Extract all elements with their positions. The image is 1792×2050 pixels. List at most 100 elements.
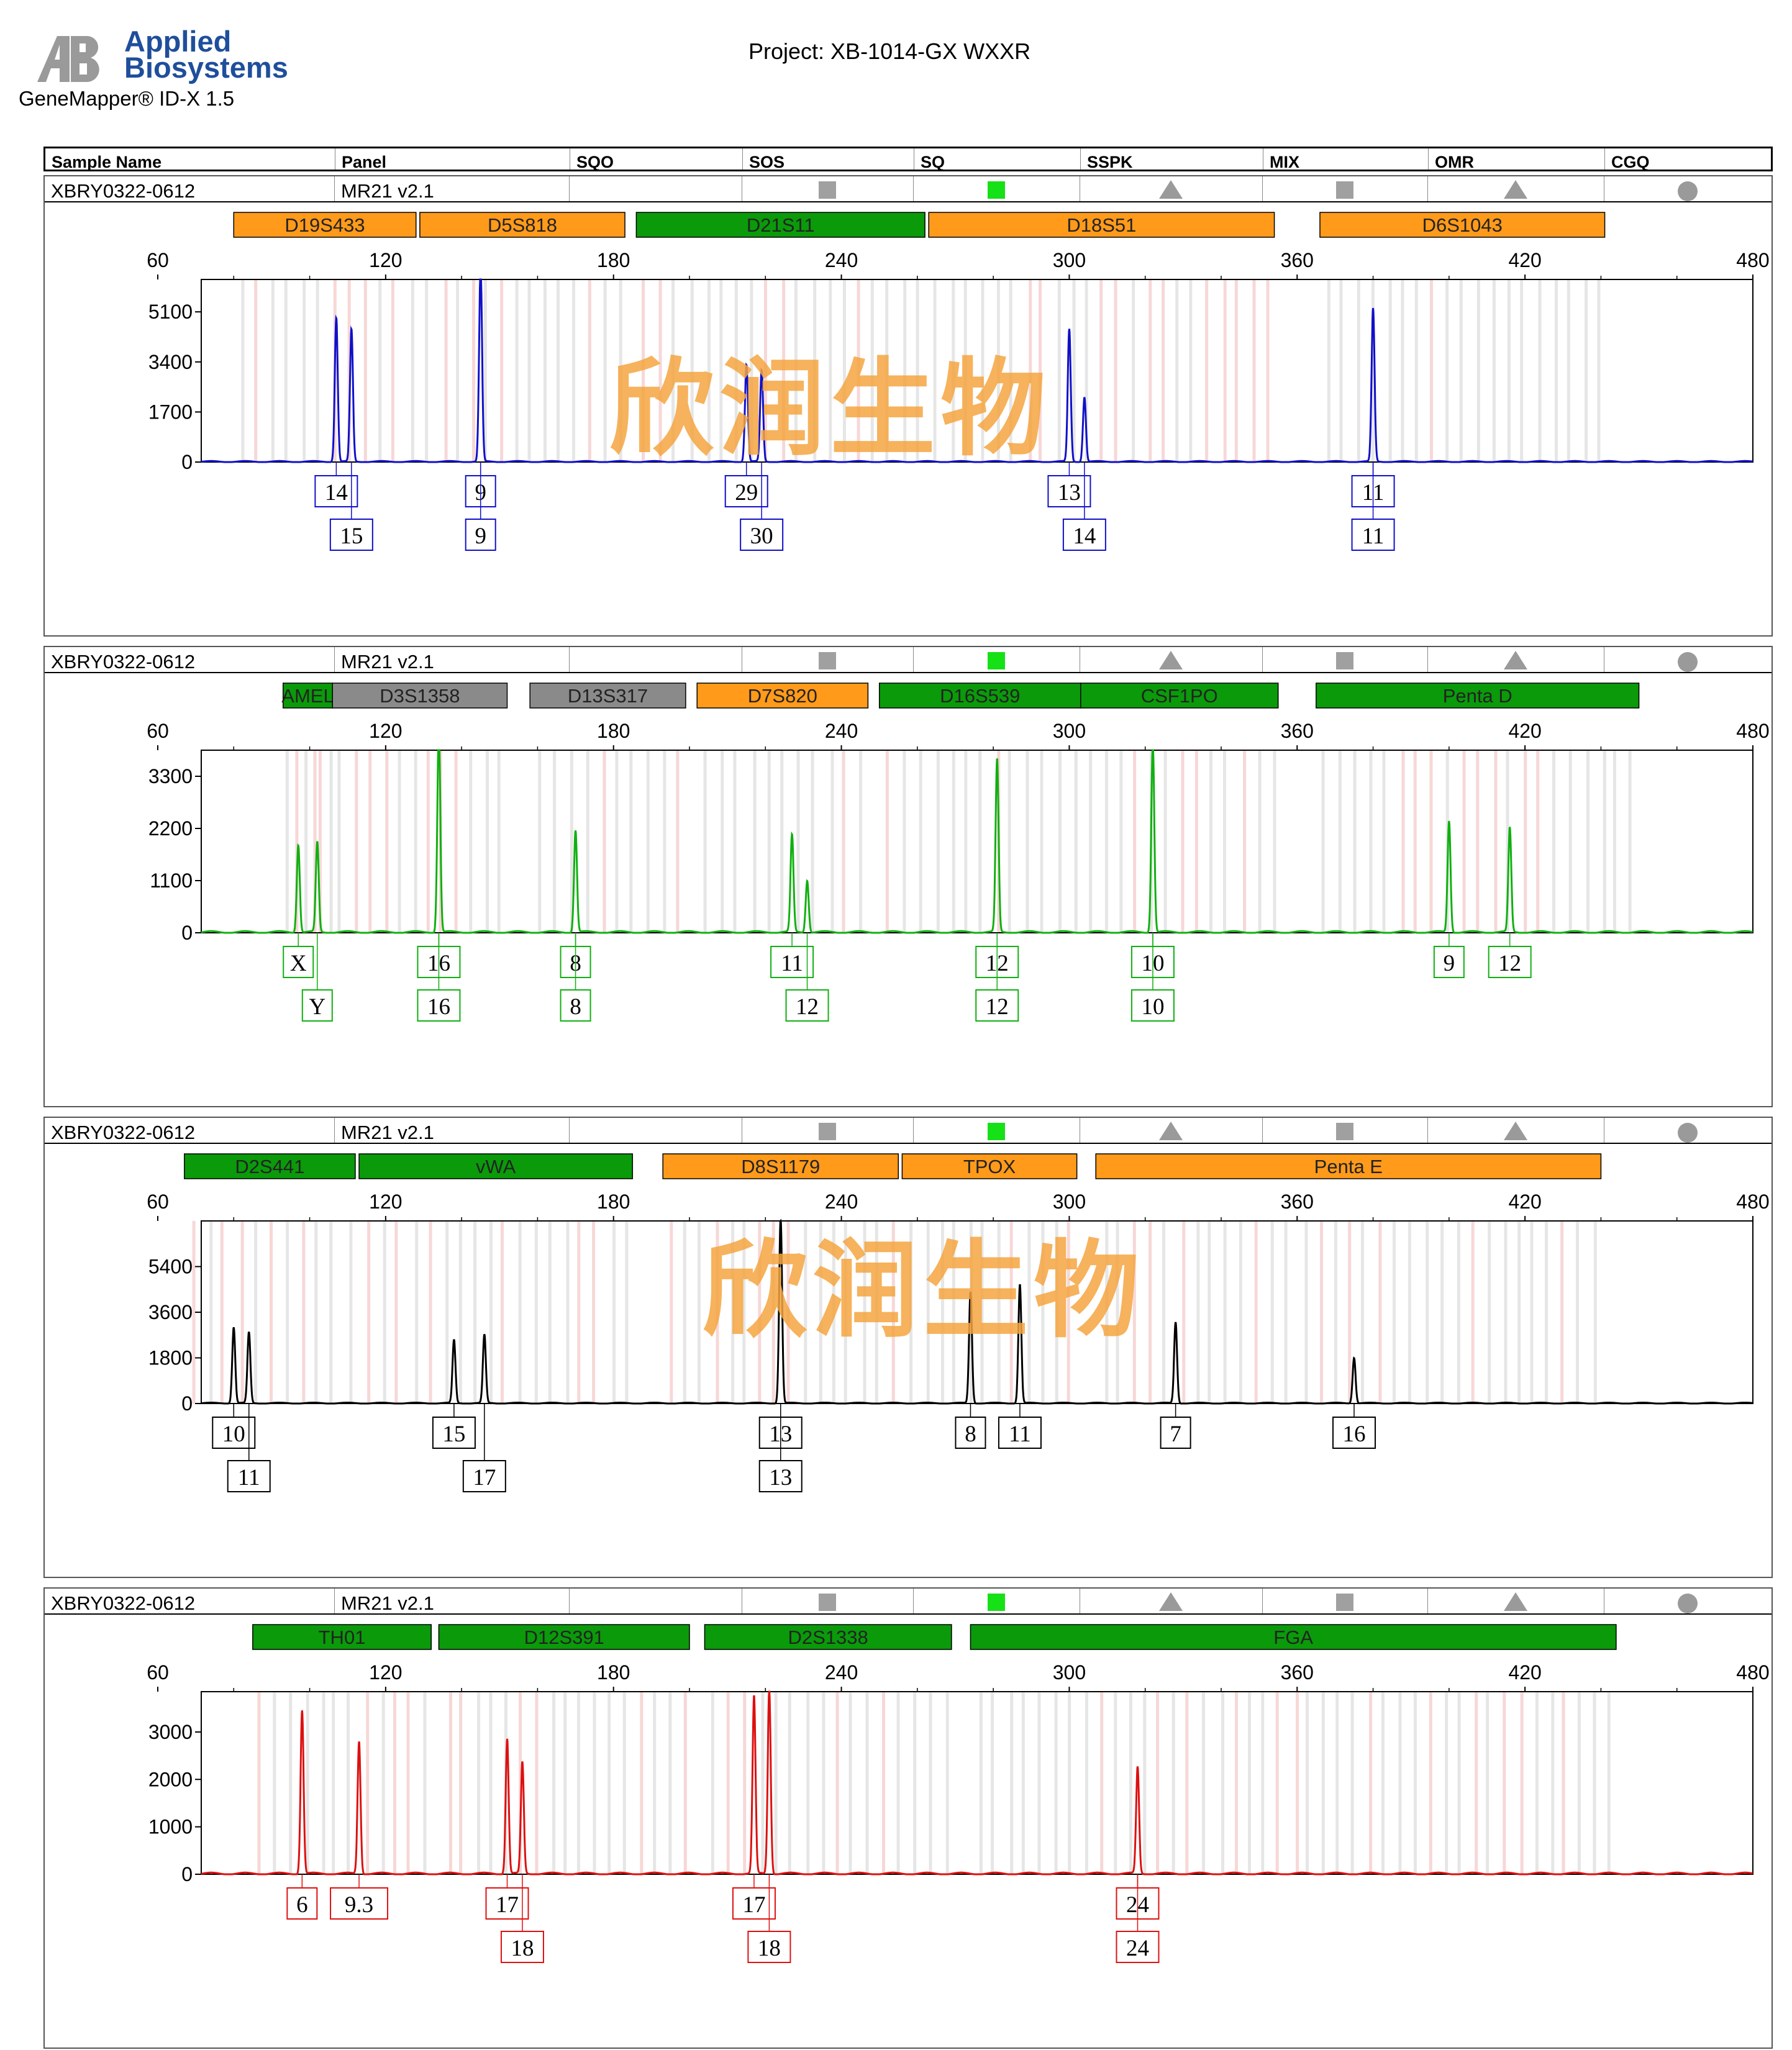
qc-sspk-triangle-icon[interactable] — [1159, 651, 1183, 669]
marker-d6s1043[interactable]: D6S1043 — [1319, 212, 1606, 238]
marker-fga[interactable]: FGA — [970, 1624, 1617, 1650]
allele-call-label[interactable]: X — [283, 933, 314, 978]
marker-tpox[interactable]: TPOX — [901, 1153, 1078, 1179]
qc-sspk-triangle-icon[interactable] — [1159, 1592, 1183, 1611]
qc-sq-square-icon[interactable] — [988, 652, 1005, 669]
bin-stripe — [1492, 279, 1496, 462]
qc-cgq-circle-icon[interactable] — [1678, 652, 1698, 672]
marker-th01[interactable]: TH01 — [252, 1624, 432, 1650]
col-omr[interactable]: OMR — [1428, 148, 1604, 171]
bin-stripe — [1114, 1692, 1117, 1874]
allele-call-label[interactable]: 11 — [770, 933, 814, 978]
bin-stripe — [349, 1221, 353, 1404]
marker-amel[interactable]: AMEL — [281, 683, 334, 709]
qc-mix-square-icon[interactable] — [1336, 652, 1353, 669]
qc-mix-square-icon[interactable] — [1336, 1594, 1353, 1611]
allele-call-label[interactable]: 11 — [227, 1404, 271, 1492]
bin-stripe — [750, 279, 753, 462]
qc-sq-square-icon[interactable] — [988, 1123, 1005, 1140]
marker-csf1po[interactable]: CSF1PO — [1080, 683, 1279, 709]
marker-d19s433[interactable]: D19S433 — [233, 212, 417, 238]
allele-call-label[interactable]: 11 — [998, 1404, 1042, 1449]
allele-call-label[interactable]: 13 — [1047, 462, 1091, 507]
allele-call-label[interactable]: 18 — [500, 1874, 544, 1963]
allele-call-label[interactable]: 12 — [1488, 933, 1532, 978]
qc-sos-square-icon[interactable] — [819, 181, 836, 199]
sample-info-row[interactable]: XBRY0322-0612 MR21 v2.1 — [45, 176, 1772, 202]
allele-call-label[interactable]: 14 — [314, 462, 358, 507]
allele-call-label[interactable]: Y — [301, 933, 333, 1022]
allele-call-label[interactable]: 6 — [286, 1874, 318, 1920]
marker-d13s317[interactable]: D13S317 — [529, 683, 686, 709]
allele-call-label[interactable]: 14 — [1062, 462, 1106, 551]
allele-call-label[interactable]: 18 — [747, 1874, 791, 1963]
allele-call-label[interactable]: 29 — [724, 462, 768, 507]
allele-call-label[interactable]: 12 — [785, 933, 829, 1022]
marker-d2s1338[interactable]: D2S1338 — [704, 1624, 952, 1650]
sample-info-row[interactable]: XBRY0322-0612 MR21 v2.1 — [45, 647, 1772, 673]
marker-d8s1179[interactable]: D8S1179 — [662, 1153, 899, 1179]
qc-omr-triangle-icon[interactable] — [1504, 651, 1527, 669]
allele-call-label[interactable]: 9 — [465, 462, 496, 551]
qc-sos-square-icon[interactable] — [819, 1123, 836, 1140]
allele-call-label[interactable]: 8 — [955, 1404, 986, 1449]
marker-d18s51[interactable]: D18S51 — [928, 212, 1275, 238]
qc-omr-triangle-icon[interactable] — [1504, 1592, 1527, 1611]
col-sos[interactable]: SOS — [742, 148, 914, 171]
qc-sq-square-icon[interactable] — [988, 1594, 1005, 1611]
allele-call-label[interactable]: 7 — [1160, 1404, 1191, 1449]
qc-cgq-circle-icon[interactable] — [1678, 1594, 1698, 1613]
allele-call-label[interactable]: 15 — [432, 1404, 476, 1449]
col-sq[interactable]: SQ — [914, 148, 1080, 171]
sample-info-row[interactable]: XBRY0322-0612 MR21 v2.1 — [45, 1589, 1772, 1615]
marker-d7s820[interactable]: D7S820 — [696, 683, 869, 709]
qc-mix-square-icon[interactable] — [1336, 181, 1353, 199]
marker-d21s11[interactable]: D21S11 — [635, 212, 926, 238]
col-cgq[interactable]: CGQ — [1604, 148, 1772, 171]
col-sspk[interactable]: SSPK — [1080, 148, 1263, 171]
bin-stripe — [913, 1692, 917, 1874]
sample-info-row[interactable]: XBRY0322-0612 MR21 v2.1 — [45, 1118, 1772, 1144]
marker-d5s818[interactable]: D5S818 — [419, 212, 625, 238]
qc-sspk-triangle-icon[interactable] — [1159, 1122, 1183, 1140]
allele-call-label[interactable]: 10 — [1130, 933, 1175, 1022]
marker-d3s1358[interactable]: D3S1358 — [332, 683, 508, 709]
qc-omr-triangle-icon[interactable] — [1504, 1122, 1527, 1140]
qc-mix-square-icon[interactable] — [1336, 1123, 1353, 1140]
allele-call-label[interactable]: 9 — [1433, 933, 1465, 978]
marker-d2s441[interactable]: D2S441 — [184, 1153, 356, 1179]
qc-sq-square-icon[interactable] — [988, 181, 1005, 199]
marker-penta-e[interactable]: Penta E — [1095, 1153, 1602, 1179]
col-mix[interactable]: MIX — [1263, 148, 1428, 171]
allele-call-label[interactable]: 10 — [212, 1404, 256, 1449]
allele-call-label[interactable]: 16 — [1332, 1404, 1376, 1449]
qc-sspk-triangle-icon[interactable] — [1159, 180, 1183, 199]
col-panel[interactable]: Panel — [335, 148, 570, 171]
allele-call-label[interactable]: 16 — [417, 933, 461, 1022]
allele-call-label[interactable]: 8 — [560, 933, 591, 1022]
marker-d12s391[interactable]: D12S391 — [438, 1624, 690, 1650]
allele-call-label[interactable]: 13 — [758, 1404, 803, 1492]
allele-call-label[interactable]: 17 — [732, 1874, 776, 1920]
qc-cgq-circle-icon[interactable] — [1678, 181, 1698, 201]
marker-penta-d[interactable]: Penta D — [1316, 683, 1640, 709]
allele-call-label[interactable]: 12 — [975, 933, 1019, 1022]
col-sample-name[interactable]: Sample Name — [52, 153, 162, 171]
qc-cgq-circle-icon[interactable] — [1678, 1123, 1698, 1143]
allele-call-label[interactable]: 17 — [462, 1404, 506, 1492]
marker-vwa[interactable]: vWA — [358, 1153, 634, 1179]
bin-stripe — [1361, 1221, 1365, 1404]
qc-sos-square-icon[interactable] — [819, 652, 836, 669]
marker-d16s539[interactable]: D16S539 — [878, 683, 1081, 709]
col-sqo[interactable]: SQO — [570, 148, 742, 171]
panel-name: MR21 v2.1 — [334, 647, 569, 673]
allele-call-label[interactable]: 24 — [1116, 1874, 1160, 1963]
bin-stripe — [286, 1221, 289, 1404]
allele-call-label[interactable]: 30 — [740, 462, 784, 551]
allele-call-label[interactable]: 11 — [1351, 462, 1395, 551]
allele-call-label[interactable]: 17 — [485, 1874, 529, 1920]
allele-call-label[interactable]: 9.3 — [330, 1874, 389, 1920]
allele-call-label[interactable]: 15 — [329, 462, 373, 551]
qc-sos-square-icon[interactable] — [819, 1594, 836, 1611]
qc-omr-triangle-icon[interactable] — [1504, 180, 1527, 199]
